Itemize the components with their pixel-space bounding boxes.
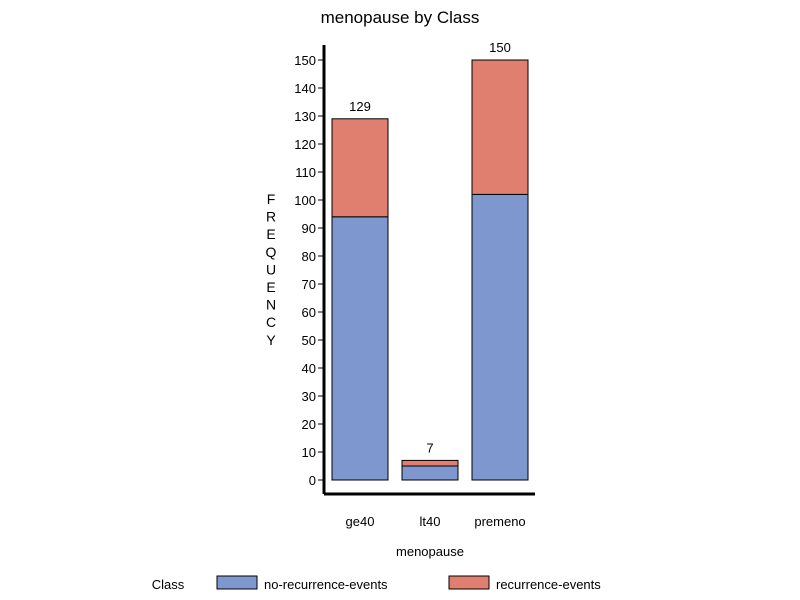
x-tick-label: ge40 <box>346 514 375 529</box>
y-axis-label-letter: Y <box>266 332 276 348</box>
x-tick-label: lt40 <box>420 514 441 529</box>
bar-total-label: 7 <box>426 440 433 455</box>
y-tick-label: 20 <box>302 417 316 432</box>
legend-title: Class <box>152 577 185 592</box>
bar-segment <box>401 459 459 467</box>
y-tick-label: 80 <box>302 249 316 264</box>
x-axis: ge40 lt40 premeno <box>324 492 535 529</box>
legend-swatch <box>216 575 258 590</box>
y-axis: 0 10 20 30 40 50 60 70 80 90 100 110 120 130 140 150 <box>294 45 326 494</box>
y-tick-label: 120 <box>294 137 316 152</box>
bar-total-label: 150 <box>489 40 511 55</box>
legend: Class no-recurrence-events recurrence-eve… <box>152 575 601 592</box>
y-axis-label-letter: Q <box>266 244 277 260</box>
legend-label: no-recurrence-events <box>264 577 388 592</box>
chart-title: menopause by Class <box>321 8 480 27</box>
y-tick-label: 0 <box>309 473 316 488</box>
y-tick-label: 150 <box>294 53 316 68</box>
y-axis-label-letter: R <box>266 209 276 225</box>
y-tick-label: 40 <box>302 361 316 376</box>
y-tick-label: 70 <box>302 277 316 292</box>
y-tick-label: 50 <box>302 333 316 348</box>
y-axis-label-letter: U <box>266 261 276 277</box>
bar-segment <box>471 59 529 195</box>
y-tick-label: 60 <box>302 305 316 320</box>
y-tick-label: 100 <box>294 193 316 208</box>
y-tick-label: 140 <box>294 81 316 96</box>
y-axis-label-letter: E <box>266 226 275 242</box>
y-axis-label-letter: F <box>267 191 276 207</box>
y-tick-label: 30 <box>302 389 316 404</box>
bar-total-label: 129 <box>349 99 371 114</box>
y-axis-label-letter: C <box>266 314 276 330</box>
y-tick-label: 130 <box>294 109 316 124</box>
y-tick-label: 10 <box>302 445 316 460</box>
legend-label: recurrence-events <box>496 577 601 592</box>
y-axis-label-letter: N <box>266 297 276 313</box>
x-tick-label: premeno <box>474 514 525 529</box>
bar-segment <box>401 465 459 481</box>
bar-segment <box>331 118 389 218</box>
bars: 129 7 150 <box>331 40 529 481</box>
y-axis-label-letter: E <box>266 279 275 295</box>
x-axis-label: menopause <box>396 544 464 559</box>
bar-segment <box>331 216 389 481</box>
legend-swatch <box>448 575 490 590</box>
y-tick-label: 90 <box>302 221 316 236</box>
y-tick-label: 110 <box>295 165 316 180</box>
bar-segment <box>471 193 529 481</box>
